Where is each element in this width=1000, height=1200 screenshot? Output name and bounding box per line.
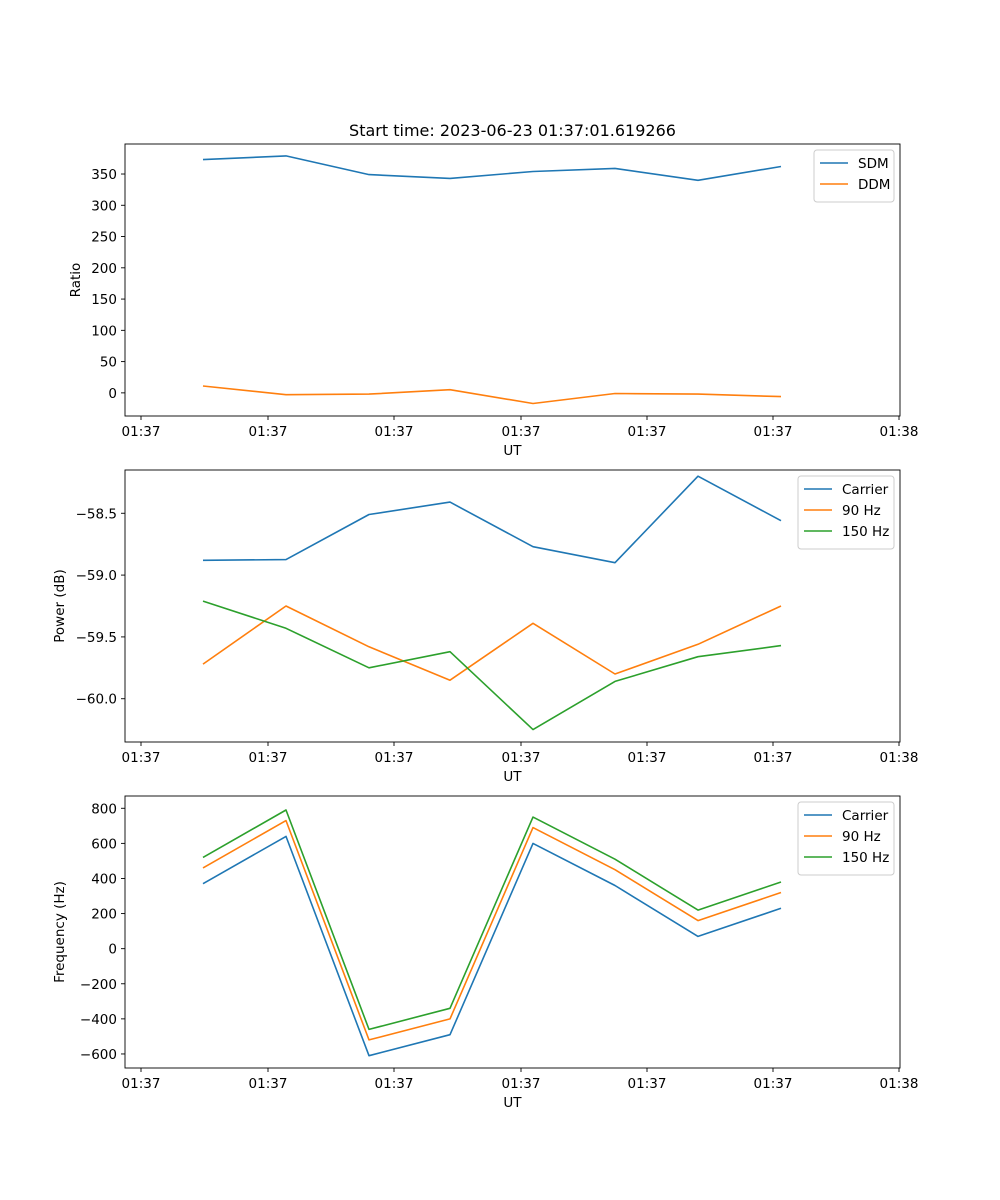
x-tick-label: 01:37 <box>122 1076 161 1092</box>
series-line-carrier <box>202 475 782 564</box>
x-tick-label: 01:37 <box>628 750 667 766</box>
y-tick-label: −59.0 <box>76 568 117 584</box>
y-tick-label: 600 <box>91 836 117 852</box>
x-tick-label: 01:38 <box>880 1076 919 1092</box>
x-tick-label: 01:37 <box>754 750 793 766</box>
chart-title: Start time: 2023-06-23 01:37:01.619266 <box>349 121 676 140</box>
y-axis-label: Power (dB) <box>52 569 68 642</box>
x-axis-label: UT <box>503 443 522 459</box>
x-tick-label: 01:37 <box>249 750 288 766</box>
x-tick-label: 01:37 <box>122 750 161 766</box>
axes-frame <box>124 143 901 417</box>
y-tick-label: 200 <box>91 907 117 923</box>
y-tick-label: 300 <box>91 198 117 214</box>
legend-label-carrier: Carrier <box>842 808 889 824</box>
legend-label-carrier: Carrier <box>842 482 889 498</box>
x-tick-label: 01:37 <box>375 750 414 766</box>
x-tick-label: 01:37 <box>628 424 667 440</box>
y-tick-label: 250 <box>91 230 117 246</box>
legend-label-sdm: SDM <box>858 156 889 172</box>
x-tick-label: 01:37 <box>502 424 541 440</box>
x-tick-label: 01:37 <box>502 1076 541 1092</box>
x-tick-label: 01:37 <box>754 1076 793 1092</box>
y-tick-label: 0 <box>108 942 117 958</box>
y-tick-label: −200 <box>80 977 117 993</box>
x-tick-label: 01:37 <box>628 1076 667 1092</box>
series-line-ddm <box>202 385 782 405</box>
frequency-panel: 01:37 01:37 01:37 01:37 01:37 01:37 01:38 UT −60… <box>52 795 919 1111</box>
legend-label-150-hz: 150 Hz <box>842 524 889 540</box>
y-tick-label: 100 <box>91 323 117 339</box>
x-tick-label: 01:37 <box>249 1076 288 1092</box>
x-tick-label: 01:38 <box>880 424 919 440</box>
x-tick-label: 01:37 <box>502 750 541 766</box>
series-line-90-hz <box>202 605 782 682</box>
x-tick-label: 01:37 <box>249 424 288 440</box>
y-tick-label: 800 <box>91 801 117 817</box>
y-tick-label: 400 <box>91 871 117 887</box>
x-tick-label: 01:37 <box>375 1076 414 1092</box>
y-axis-label: Ratio <box>68 263 84 298</box>
y-tick-label: 150 <box>91 292 117 308</box>
y-tick-label: −600 <box>80 1047 117 1063</box>
x-tick-label: 01:37 <box>122 424 161 440</box>
y-tick-label: 50 <box>100 355 117 371</box>
x-tick-label: 01:37 <box>754 424 793 440</box>
axes-frame <box>124 469 901 743</box>
ratio-panel: 01:37 01:37 01:37 01:37 01:37 01:37 01:38 UT 0 50… <box>68 143 919 459</box>
power-panel: 01:37 01:37 01:37 01:37 01:37 01:37 01:38 UT −60… <box>52 469 919 785</box>
series-line-90-hz <box>202 819 782 1041</box>
y-tick-label: −60.0 <box>76 692 117 708</box>
series-line-sdm <box>202 155 782 182</box>
legend-label-90-hz: 90 Hz <box>842 503 881 519</box>
y-tick-label: 0 <box>108 386 117 402</box>
y-tick-label: 200 <box>91 261 117 277</box>
series-line-carrier <box>202 835 782 1057</box>
x-tick-label: 01:38 <box>880 750 919 766</box>
x-tick-label: 01:37 <box>375 424 414 440</box>
y-tick-label: −59.5 <box>76 630 117 646</box>
legend-label-90-hz: 90 Hz <box>842 829 881 845</box>
series-line-150-hz <box>202 600 782 731</box>
axes-frame <box>124 795 901 1069</box>
series-line-150-hz <box>202 809 782 1031</box>
legend-label-ddm: DDM <box>858 177 890 193</box>
y-tick-label: −400 <box>80 1012 117 1028</box>
y-tick-label: −58.5 <box>76 506 117 522</box>
x-axis-label: UT <box>503 769 522 785</box>
y-tick-label: 350 <box>91 167 117 183</box>
y-axis-label: Frequency (Hz) <box>52 881 68 983</box>
x-axis-label: UT <box>503 1095 522 1111</box>
legend-label-150-hz: 150 Hz <box>842 850 889 866</box>
